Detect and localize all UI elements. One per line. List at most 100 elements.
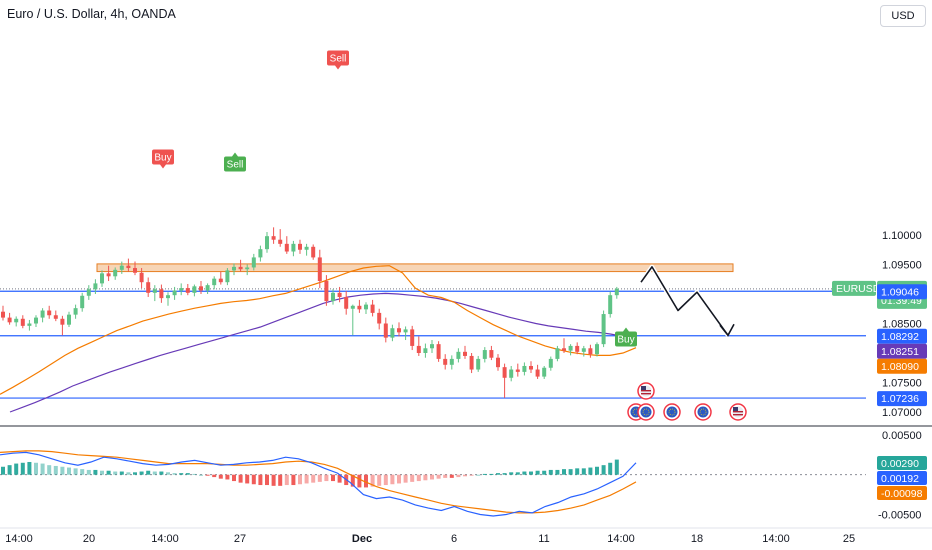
macd-histogram-bar: [20, 462, 25, 475]
signal-badge: [615, 331, 637, 347]
macd-histogram-bar: [146, 470, 151, 475]
candle: [53, 310, 58, 322]
candle-body: [562, 348, 566, 351]
candle: [337, 286, 342, 303]
macd-histogram-bar: [133, 472, 137, 475]
flag-canton: [641, 386, 646, 390]
candle-body: [225, 270, 230, 283]
candle-body: [529, 365, 533, 370]
signal-pointer: [160, 164, 166, 169]
candle: [522, 362, 527, 376]
candle-body: [608, 295, 613, 315]
candle-body: [20, 318, 25, 326]
x-tick-label: 27: [234, 533, 246, 545]
price-label-text: 1.09046: [881, 286, 919, 298]
candle: [225, 268, 230, 286]
macd-histogram-bar: [482, 473, 487, 475]
candle-body: [291, 243, 296, 252]
candle-body: [232, 266, 236, 271]
candle-body: [311, 246, 316, 258]
candle: [27, 319, 32, 331]
x-tick-label: 14:00: [151, 533, 179, 545]
candle: [449, 355, 454, 370]
candle: [476, 355, 481, 372]
candle-body: [212, 278, 217, 286]
candle: [324, 275, 329, 306]
price-label: 1.08090: [877, 358, 927, 374]
macd-histogram-bar: [60, 466, 65, 475]
candle-body: [575, 345, 580, 352]
candle: [172, 286, 177, 300]
signal-badge: [224, 156, 246, 172]
x-tick-label: 6: [451, 533, 457, 545]
candle: [106, 265, 111, 282]
macd-histogram-bar: [496, 473, 500, 475]
candle: [614, 286, 619, 299]
price-label: 1.08251: [877, 343, 927, 359]
macd-histogram-bar: [126, 472, 131, 475]
macd-histogram-bar: [377, 474, 382, 486]
candle: [575, 342, 580, 355]
currency-button[interactable]: USD: [880, 5, 926, 27]
candle-body: [298, 243, 302, 250]
candle: [113, 267, 118, 280]
candle: [218, 271, 223, 285]
euro-flag-icon: [663, 403, 681, 421]
candle: [423, 343, 428, 358]
candle-body: [548, 358, 553, 368]
x-tick-label: 18: [691, 533, 703, 545]
price-label-text: 1.08292: [881, 331, 919, 343]
candle-body: [317, 257, 322, 282]
macd-line: [0, 451, 637, 517]
macd-histogram-bar: [331, 474, 335, 482]
y-tick-label: 1.07500: [882, 378, 922, 390]
macd-histogram-bar: [278, 474, 283, 486]
candle-body: [47, 310, 52, 316]
x-tick-label: 25: [843, 533, 855, 545]
candle: [152, 285, 157, 302]
candle-body: [581, 348, 586, 352]
macd-histogram-bar: [588, 467, 593, 475]
candle: [410, 325, 415, 351]
y-tick-label: 1.08500: [882, 319, 922, 331]
y-tick-label: 1.07000: [882, 407, 922, 419]
macd-value-label-text: 0.00290: [881, 458, 919, 470]
candle-body: [27, 323, 32, 326]
macd-value-label: 0.00192: [877, 471, 927, 485]
candle: [205, 283, 210, 294]
candle: [562, 338, 566, 353]
macd-histogram-bar: [443, 474, 448, 478]
candle-body: [34, 317, 38, 324]
macd-tick-label: 0.00500: [882, 430, 922, 442]
macd-histogram-bar: [265, 474, 269, 486]
candle: [502, 363, 507, 398]
candle: [159, 284, 164, 303]
macd-histogram-bar: [397, 474, 401, 484]
candle-body: [601, 314, 606, 345]
macd-histogram-bar: [595, 466, 599, 475]
macd-histogram-bar: [614, 459, 619, 475]
candle-body: [73, 308, 78, 315]
candle-body: [344, 296, 349, 309]
candle: [284, 236, 289, 254]
candle-body: [522, 365, 527, 372]
candle-body: [119, 265, 124, 270]
price-label-text: 1.07236: [881, 393, 919, 405]
y-tick-label: 1.09500: [882, 260, 922, 272]
candle-body: [476, 358, 481, 370]
candle: [555, 345, 560, 362]
macd-histogram-bar: [502, 473, 507, 475]
macd-histogram-bar: [166, 472, 170, 475]
candle: [67, 311, 71, 328]
candle: [377, 308, 382, 330]
macd-histogram-bar: [258, 474, 263, 486]
chart-title: Euro / U.S. Dollar, 4h, OANDA: [7, 7, 176, 21]
macd-histogram-bar: [410, 474, 415, 482]
candle: [166, 292, 170, 306]
macd-histogram-bar: [271, 474, 276, 486]
macd-histogram-bar: [205, 474, 210, 476]
candle: [60, 315, 65, 336]
candle-body: [614, 288, 619, 296]
macd-histogram-bar: [245, 474, 250, 484]
